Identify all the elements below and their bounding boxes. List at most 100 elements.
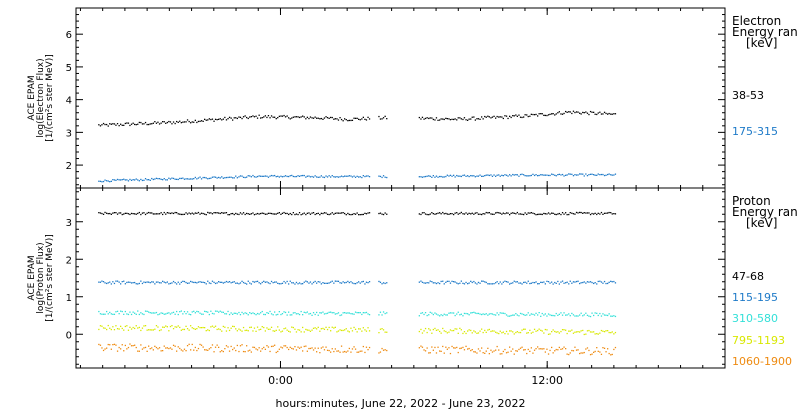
data-point <box>367 116 369 118</box>
data-point <box>283 175 285 178</box>
data-point <box>502 350 504 353</box>
data-point <box>250 116 252 118</box>
data-point <box>535 174 537 176</box>
data-point <box>171 177 173 179</box>
data-point <box>340 282 343 284</box>
data-point <box>241 213 243 215</box>
data-point <box>255 176 257 178</box>
data-point <box>334 176 336 178</box>
data-point <box>353 326 355 329</box>
data-point <box>264 330 266 332</box>
data-point <box>162 312 164 314</box>
data-point <box>449 119 452 121</box>
data-point <box>610 113 612 115</box>
data-point <box>185 350 187 352</box>
data-point <box>457 175 459 177</box>
data-point <box>358 118 360 120</box>
data-point <box>295 313 298 315</box>
data-point <box>272 175 274 177</box>
data-point <box>519 213 522 215</box>
data-point <box>319 176 321 178</box>
data-point <box>519 331 522 334</box>
data-point <box>594 350 596 353</box>
data-point <box>482 213 484 215</box>
data-point <box>238 328 240 330</box>
data-point <box>314 313 316 316</box>
data-point <box>194 346 196 349</box>
data-point <box>260 350 262 352</box>
data-point <box>605 174 607 176</box>
data-point <box>123 313 125 315</box>
data-point <box>599 174 601 176</box>
data-point <box>252 212 254 214</box>
data-point <box>583 281 585 283</box>
data-point <box>439 282 441 285</box>
data-point <box>561 212 564 214</box>
data-point <box>191 212 193 214</box>
data-point <box>579 112 581 114</box>
data-point <box>204 349 206 351</box>
data-point <box>308 212 310 214</box>
data-point <box>101 212 103 215</box>
data-point <box>507 281 509 283</box>
data-point <box>435 313 438 315</box>
data-point <box>319 214 321 216</box>
data-point <box>599 332 601 334</box>
data-point <box>491 351 494 353</box>
data-point <box>471 349 473 351</box>
data-point <box>364 283 366 285</box>
data-point <box>166 347 168 349</box>
data-point <box>501 213 503 215</box>
data-point <box>126 122 128 124</box>
data-point <box>538 113 540 115</box>
data-point <box>421 212 424 214</box>
data-point <box>423 176 425 178</box>
data-point <box>260 117 262 119</box>
data-point <box>493 115 495 117</box>
data-point <box>599 351 601 353</box>
data-point <box>563 329 565 331</box>
data-point <box>121 344 123 346</box>
data-point <box>316 176 318 178</box>
data-point <box>509 315 511 317</box>
data-point <box>331 312 333 314</box>
data-point <box>459 117 461 119</box>
data-point <box>152 213 154 215</box>
data-point <box>512 282 514 284</box>
data-point <box>219 118 221 120</box>
data-point <box>614 113 617 115</box>
data-point <box>188 313 190 315</box>
data-point <box>188 329 190 331</box>
data-point <box>459 212 461 215</box>
data-point <box>477 175 480 177</box>
data-point <box>109 281 111 283</box>
data-point <box>602 330 604 332</box>
data-point <box>129 178 131 181</box>
data-point <box>368 314 371 316</box>
data-point <box>176 350 178 352</box>
data-point <box>585 348 587 350</box>
data-point <box>194 328 196 330</box>
data-point <box>191 343 193 346</box>
data-point <box>241 117 243 120</box>
data-point <box>575 331 578 333</box>
data-point <box>314 327 316 329</box>
data-point <box>121 327 123 330</box>
data-point <box>446 314 448 316</box>
data-point <box>526 352 528 355</box>
data-point <box>340 175 343 177</box>
data-point <box>295 116 298 118</box>
data-point <box>104 327 106 329</box>
data-point <box>448 312 450 314</box>
data-point <box>597 314 599 317</box>
data-point <box>353 117 355 119</box>
data-point <box>286 329 288 331</box>
data-point <box>463 174 466 176</box>
data-point <box>160 212 162 214</box>
data-point <box>151 329 153 331</box>
data-point <box>227 281 229 283</box>
data-point <box>129 124 131 127</box>
data-point <box>99 313 102 315</box>
data-point <box>361 313 363 316</box>
data-point <box>302 115 304 117</box>
